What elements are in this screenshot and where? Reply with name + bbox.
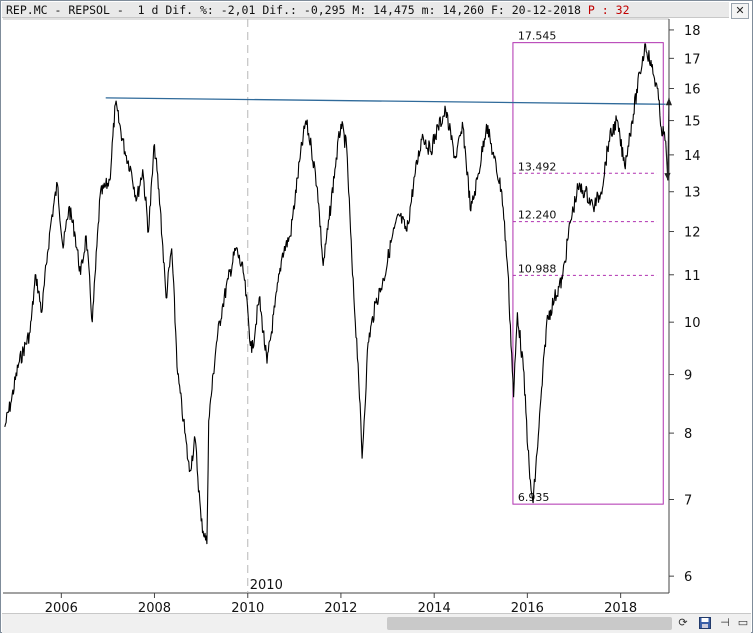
min-value: 14,260 [442, 3, 484, 17]
dif-value: -0,295 [303, 3, 346, 17]
fib-level-label: 12.240 [518, 209, 557, 222]
save-icon[interactable] [697, 615, 713, 631]
x-tick-label: 2014 [418, 601, 451, 612]
bottom-toolbar: ⟳ ⊣ ▭ [2, 613, 751, 633]
date-value: 20-12-2018 [511, 3, 581, 17]
max-value: 14,475 [373, 3, 415, 17]
fib-box [512, 42, 664, 505]
x-tick-label: 2010 [231, 601, 264, 612]
scrollbar-thumb[interactable] [387, 617, 672, 630]
x-tick-label: 2012 [324, 601, 357, 612]
pin-icon[interactable]: ⊣ [720, 616, 730, 629]
scrollbar-track[interactable] [4, 616, 384, 630]
period: 1 d [137, 3, 159, 17]
dif-pct-value: -2,01 [220, 3, 256, 17]
y-tick-label: 13 [684, 186, 701, 201]
projection-arrows [664, 97, 673, 181]
axis-ticks: 6 7 8 9 10 11 12 13 14 15 16 17 18 2006 2008 2010 2012 20… [45, 24, 701, 612]
y-tick-label: 11 [684, 269, 701, 284]
x-tick-label: 2008 [138, 601, 171, 612]
year-marker-label: 2010 [250, 578, 283, 593]
y-tick-label: 15 [684, 115, 701, 130]
y-tick-label: 7 [684, 494, 692, 509]
title-bar: REP.MC - REPSOL - 1 d Dif. %: -2,01 Dif.… [2, 2, 729, 18]
price-chart: 6 7 8 9 10 11 12 13 14 15 16 17 18 2006 2008 2010 2012 20… [3, 18, 701, 612]
y-tick-label: 10 [684, 316, 701, 331]
price-layer [4, 43, 666, 545]
y-tick-label: 14 [684, 149, 701, 164]
y-tick-label: 12 [684, 226, 701, 241]
projection-arrow-head [665, 97, 673, 106]
fib-level-label: 17.545 [518, 30, 557, 43]
p-value: 32 [615, 3, 630, 17]
ticker: REP.MC [6, 3, 48, 17]
close-button[interactable]: ✕ [731, 3, 749, 19]
fib-level-label: 10.988 [518, 262, 557, 275]
y-tick-label: 17 [684, 52, 701, 67]
y-tick-label: 16 [684, 82, 701, 97]
y-tick-label: 18 [684, 24, 701, 39]
trendline-layer [105, 97, 666, 105]
price-line [4, 43, 666, 545]
p-label: P : [587, 3, 609, 17]
refresh-icon[interactable]: ⟳ [678, 616, 688, 629]
fib-level-label: 13.492 [518, 160, 557, 173]
y-tick-label: 9 [684, 369, 692, 384]
y-tick-label: 6 [684, 570, 692, 585]
trendline [105, 97, 666, 105]
projection-arrow-line [667, 97, 670, 181]
x-tick-label: 2006 [45, 601, 78, 612]
minimize-icon[interactable]: ▭ [737, 616, 749, 629]
y-tick-label: 8 [684, 427, 692, 442]
x-tick-label: 2016 [511, 601, 544, 612]
year-marker: 2010 [247, 19, 283, 593]
instrument-name: REPSOL [68, 3, 110, 17]
x-tick-label: 2018 [604, 601, 637, 612]
